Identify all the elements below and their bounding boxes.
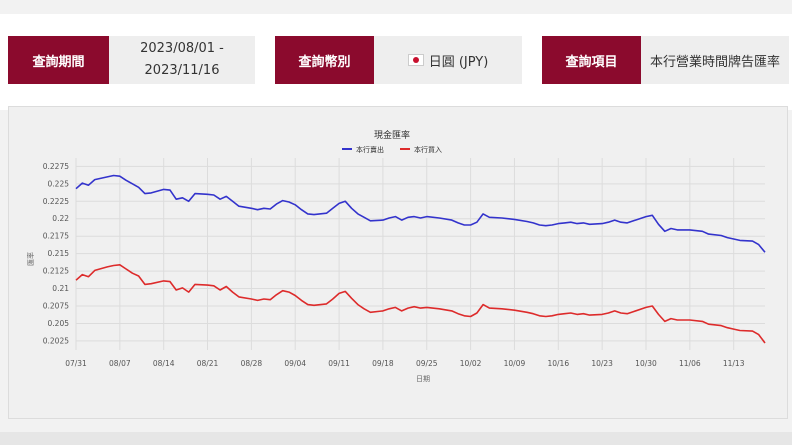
x-tick-label: 10/30	[635, 359, 657, 368]
currency-filter: 查詢幣別 日圓 (JPY)	[275, 36, 522, 84]
y-tick-label: 0.2075	[43, 302, 69, 311]
footer-band	[0, 432, 792, 445]
y-tick-label: 0.2025	[43, 336, 69, 345]
period-filter: 查詢期間 2023/08/01 - 2023/11/16	[8, 36, 255, 84]
rate-chart: 0.2025 0.205 0.2075 0.21 0.2125 0.215 0.2175 0.…	[26, 129, 766, 383]
x-tick-label: 09/25	[416, 359, 438, 368]
y-tick-label: 0.2225	[43, 197, 69, 206]
period-end: 2023/11/16	[144, 63, 220, 78]
y-tick-label: 0.225	[48, 179, 70, 188]
x-tick-label: 09/11	[328, 359, 350, 368]
y-tick-label: 0.2125	[43, 267, 69, 276]
y-tick-label: 0.215	[48, 249, 70, 258]
period-label: 查詢期間	[8, 36, 109, 84]
x-tick-label: 10/16	[547, 359, 569, 368]
y-tick-label: 0.21	[52, 284, 69, 293]
item-value-text: 本行營業時間牌告匯率	[649, 54, 780, 70]
x-tick-label: 08/21	[197, 359, 219, 368]
legend-label-sell[interactable]: 本行賣出	[356, 145, 384, 154]
y-tick-label: 0.2175	[43, 232, 69, 241]
y-axis-label: 匯率	[26, 252, 35, 266]
period-start: 2023/08/01 -	[140, 41, 224, 56]
currency-value-text: 日圓 (JPY)	[428, 54, 489, 70]
x-tick-label: 08/14	[153, 359, 175, 368]
buy-rate-line	[75, 264, 766, 344]
currency-value[interactable]: 日圓 (JPY)	[374, 36, 522, 84]
item-label: 查詢項目	[542, 36, 641, 84]
x-tick-label: 10/09	[504, 359, 526, 368]
y-tick-label: 0.2275	[43, 162, 69, 171]
x-tick-label: 11/13	[723, 359, 745, 368]
legend: 本行賣出 本行買入	[342, 145, 442, 154]
item-filter: 查詢項目 本行營業時間牌告匯率	[542, 36, 789, 84]
chart-title: 現金匯率	[374, 129, 410, 141]
period-value[interactable]: 2023/08/01 - 2023/11/16	[109, 36, 255, 84]
legend-label-buy[interactable]: 本行買入	[414, 145, 442, 154]
x-tick-label: 10/23	[591, 359, 613, 368]
x-tick-label: 08/28	[241, 359, 263, 368]
japan-flag-icon	[407, 54, 424, 66]
x-tick-label: 08/07	[109, 359, 131, 368]
x-tick-label: 10/02	[460, 359, 482, 368]
x-tick-label: 09/04	[284, 359, 306, 368]
y-tick-label: 0.205	[48, 319, 70, 328]
x-axis-label: 日期	[416, 375, 430, 383]
currency-label: 查詢幣別	[275, 36, 374, 84]
sell-rate-line	[75, 174, 766, 253]
item-value[interactable]: 本行營業時間牌告匯率	[641, 36, 789, 84]
x-tick-label: 09/18	[372, 359, 394, 368]
x-tick-label: 11/06	[679, 359, 701, 368]
chart-panel: 0.2025 0.205 0.2075 0.21 0.2125 0.215 0.2175 0.…	[8, 106, 788, 419]
x-tick-label: 07/31	[65, 359, 87, 368]
y-tick-label: 0.22	[52, 214, 69, 223]
